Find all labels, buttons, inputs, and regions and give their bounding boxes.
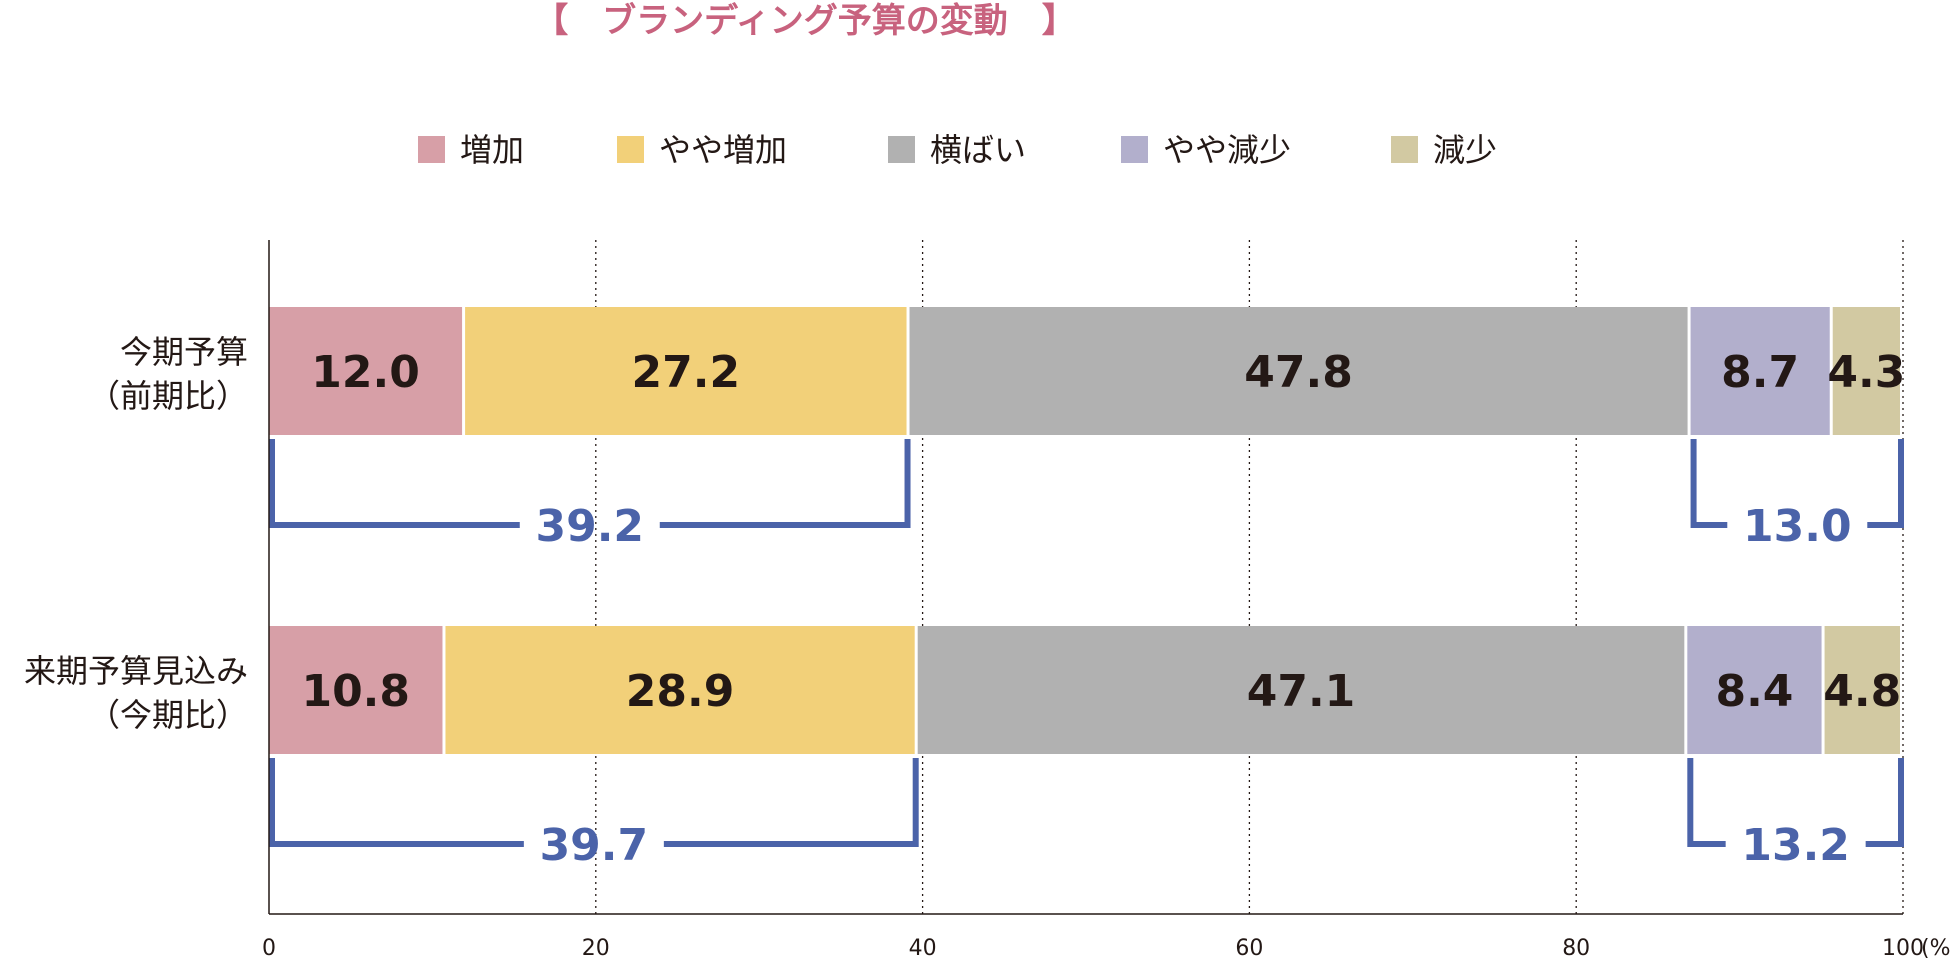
bracket-row1-1-right — [1865, 758, 1904, 847]
bar-row1-series3 — [1687, 626, 1822, 754]
bar-row1-series4 — [1824, 626, 1900, 754]
bar-row1-series2 — [917, 626, 1685, 754]
data-label-row0-series1: 27.2 — [632, 347, 741, 398]
bracket-row1-0-right — [663, 758, 919, 847]
legend-swatch-2 — [888, 136, 915, 163]
legend-label-1: やや増加 — [659, 131, 787, 169]
data-label-row1-series4: 4.8 — [1823, 666, 1901, 717]
bar-row1-series1 — [445, 626, 915, 754]
data-label-row1-series2: 47.1 — [1247, 666, 1356, 717]
x-tick-label-5: 100 — [1882, 936, 1924, 960]
grid-lines — [595, 240, 1904, 914]
legend-label-4: 減少 — [1433, 131, 1497, 169]
x-tick-label-2: 40 — [909, 936, 937, 960]
x-tick-label-0: 0 — [262, 936, 276, 960]
category-label-row0-line1: （前期比） — [88, 377, 248, 415]
data-label-row0-series0: 12.0 — [311, 347, 420, 398]
legend-swatch-3 — [1121, 136, 1148, 163]
chart-title: 【 ブランディング予算の変動 】 — [534, 1, 1076, 41]
bracket-label-row1-1: 13.2 — [1741, 820, 1850, 871]
legend-swatch-0 — [418, 136, 445, 163]
bracket-row0-0-left — [269, 439, 520, 528]
bar-row0-series0 — [269, 307, 463, 435]
bars: 12.0 27.2 47.8 8.7 4.3 10.8 28.9 47.1 8.4 4.8 — [269, 307, 1905, 754]
legend-swatch-1 — [617, 136, 644, 163]
bar-row0-series1 — [465, 307, 907, 435]
category-label-row1-line0: 来期予算見込み — [24, 652, 248, 690]
x-tick-label-4: 80 — [1562, 936, 1590, 960]
x-tick-label-3: 60 — [1235, 936, 1263, 960]
category-label-row0-line0: 今期予算 — [120, 333, 248, 371]
data-label-row0-series3: 8.7 — [1721, 347, 1799, 398]
brackets: 39.2 13.0 39.7 13.2 — [269, 439, 1904, 871]
category-labels: 今期予算 （前期比） 来期予算見込み （今期比） — [24, 333, 248, 734]
bracket-row0-1-left — [1690, 439, 1728, 528]
legend-label-2: 横ばい — [930, 131, 1026, 169]
legend: 増加 やや増加 横ばい やや減少 減少 — [418, 131, 1497, 169]
bracket-label-row1-0: 39.7 — [540, 820, 649, 871]
legend-label-0: 増加 — [460, 131, 524, 169]
bracket-label-row0-1: 13.0 — [1743, 501, 1852, 552]
data-label-row0-series4: 4.3 — [1827, 347, 1905, 398]
legend-label-3: やや減少 — [1163, 131, 1291, 169]
data-label-row1-series3: 8.4 — [1715, 666, 1793, 717]
data-label-row0-series2: 47.8 — [1244, 347, 1353, 398]
bar-row0-series4 — [1832, 307, 1900, 435]
bar-row1-series0 — [269, 626, 443, 754]
category-label-row1-line1: （今期比） — [88, 696, 248, 734]
bar-row0-series3 — [1690, 307, 1830, 435]
x-unit-label: (%) — [1921, 936, 1950, 960]
bracket-row0-1-right — [1867, 439, 1904, 528]
x-axis: 0 20 40 60 80 100(%) — [262, 240, 1950, 961]
x-tick-label-1: 20 — [582, 936, 610, 960]
data-label-row1-series0: 10.8 — [301, 666, 410, 717]
bracket-row1-0-left — [269, 758, 524, 847]
legend-swatch-4 — [1391, 136, 1418, 163]
bracket-label-row0-0: 39.2 — [535, 501, 644, 552]
bracket-row1-1-left — [1687, 758, 1726, 847]
bracket-row0-0-right — [659, 439, 911, 528]
bar-row0-series2 — [909, 307, 1688, 435]
data-label-row1-series1: 28.9 — [626, 666, 735, 717]
